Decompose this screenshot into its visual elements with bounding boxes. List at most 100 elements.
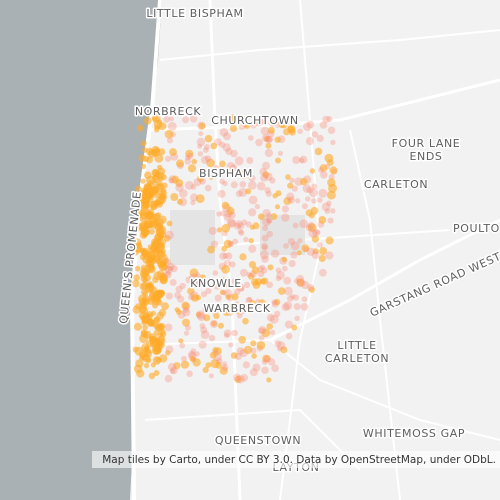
density-dot [327,126,336,135]
density-dot [267,264,274,271]
density-dot [210,359,220,369]
density-dot [199,323,206,329]
density-dot [330,139,336,146]
density-dot [238,335,247,344]
density-dot [221,364,229,371]
density-dot [183,330,190,336]
density-dot [325,236,334,245]
density-dot [179,189,188,198]
density-dot [200,155,209,164]
density-dot [221,245,228,252]
density-dot [255,138,263,147]
density-dot [309,188,318,198]
density-dot [247,180,257,190]
density-dot [156,311,165,320]
density-dot [208,334,216,342]
density-dot [248,238,254,244]
density-dot [168,177,175,184]
density-dot [237,115,244,123]
density-dot [234,301,241,308]
density-dot [275,204,280,210]
density-dot [219,210,226,217]
density-dot [224,252,233,260]
density-dot [180,360,189,369]
density-dot [169,148,177,156]
density-dot [197,143,203,149]
density-dot [209,351,217,359]
density-dot [182,116,190,124]
density-dot [262,161,270,170]
place-label: WHITEMOSS GAP [363,427,465,440]
density-dot [139,282,148,291]
density-dot [238,188,248,197]
density-dot [175,309,182,315]
density-dot [195,311,202,318]
density-dot [190,200,196,206]
density-dot [290,294,296,300]
density-dot [196,137,206,147]
density-dot [249,121,258,129]
density-dot [261,234,269,242]
density-dot [154,127,160,133]
density-dot [258,326,267,335]
density-dot [223,329,232,338]
density-dot [197,312,206,322]
density-dot [140,140,147,147]
density-dot [179,282,186,290]
density-dot [142,324,148,331]
density-dot [322,115,330,124]
density-dot [306,187,313,194]
density-dot [314,147,323,156]
density-dot [237,228,244,235]
density-dot [246,157,254,164]
density-dot [329,166,338,175]
density-dot [312,248,319,255]
park [260,215,305,255]
density-dot [152,116,158,122]
place-label: NORBRECK [135,105,202,118]
density-dot [291,185,298,192]
place-label: POULTO [453,222,500,235]
density-dot [266,377,272,383]
density-dot [143,363,150,369]
density-dot [189,268,199,278]
density-dot [136,124,144,132]
density-dot [158,328,166,336]
density-dot [268,119,276,127]
density-dot [277,346,283,352]
density-dot [213,165,221,173]
density-dot [228,241,234,248]
density-dot [153,120,163,129]
density-dot [311,183,318,190]
density-dot [200,330,210,340]
density-dot [308,212,315,219]
density-dot [266,230,274,238]
attribution: Map tiles by Carto, under CC BY 3.0. Dat… [102,454,496,466]
density-dot [307,284,315,291]
density-dot [226,162,236,171]
density-dot [256,181,266,191]
density-dot [286,192,295,201]
density-dot [221,201,230,210]
density-dot [287,182,294,189]
density-dot [284,117,293,126]
density-dot [158,176,164,182]
density-dot [199,274,207,282]
density-dot [311,250,320,260]
density-dot [327,159,334,166]
density-dot [232,238,239,245]
density-dot [236,375,245,384]
density-dot [223,239,233,249]
density-dot [281,256,287,263]
density-dot [281,303,290,312]
density-dot [269,314,279,324]
density-dot [236,347,245,355]
density-dot [165,155,172,162]
density-dot [197,151,204,157]
density-dot [148,372,156,380]
density-dot [318,188,328,198]
density-dot [170,368,176,374]
density-dot [287,238,295,246]
density-dot [191,279,201,289]
density-dot [152,356,162,365]
